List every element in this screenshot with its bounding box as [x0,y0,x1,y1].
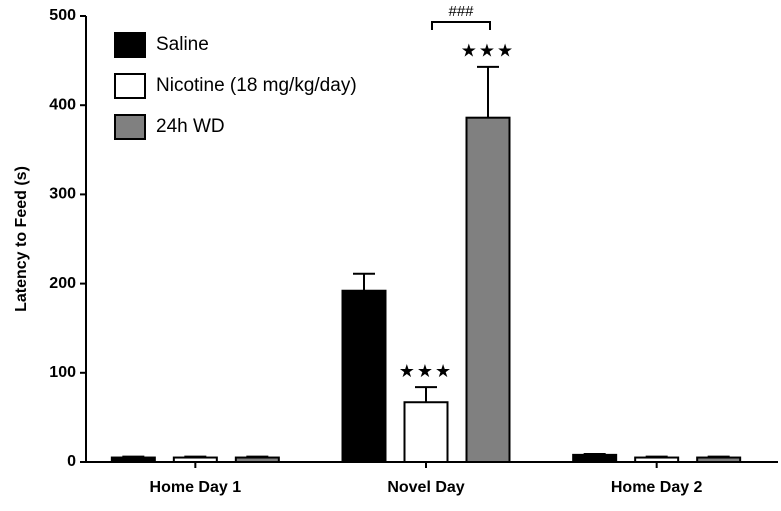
significance-bracket [431,21,491,30]
bar [403,401,449,463]
x-tick-label: Home Day 1 [150,479,242,496]
bar [341,289,387,463]
annotation: ### [448,3,474,20]
bar [110,456,156,464]
y-tick-label: 300 [49,186,76,203]
annotation: ★★★ [399,361,453,381]
y-tick-label: 0 [67,453,76,470]
y-tick-label: 500 [49,7,76,24]
y-tick-label: 100 [49,364,76,381]
bar [234,456,280,464]
legend-swatch [114,32,146,58]
y-tick-label: 400 [49,96,76,113]
x-tick-label: Home Day 2 [611,479,703,496]
x-tick-label: Novel Day [387,479,464,496]
legend-label: Nicotine (18 mg/kg/day) [156,75,357,96]
legend-label: 24h WD [156,116,225,137]
bar [572,453,618,464]
legend-label: Saline [156,34,209,55]
bar [634,456,680,464]
bar [172,456,218,464]
legend-swatch [114,114,146,140]
annotation: ★★★ [461,41,515,61]
legend-swatch [114,73,146,99]
bar [465,116,511,464]
y-tick-label: 200 [49,275,76,292]
bar [696,456,742,464]
y-axis-label: Latency to Feed (s) [13,166,30,312]
